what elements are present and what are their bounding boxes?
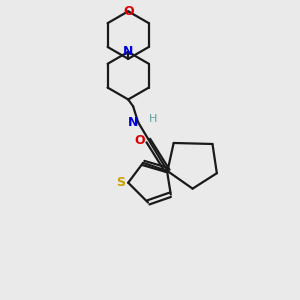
Text: O: O: [123, 5, 134, 18]
Text: N: N: [128, 116, 138, 129]
Text: H: H: [149, 114, 157, 124]
Text: N: N: [123, 45, 134, 58]
Text: S: S: [116, 176, 125, 189]
Text: O: O: [135, 134, 146, 147]
